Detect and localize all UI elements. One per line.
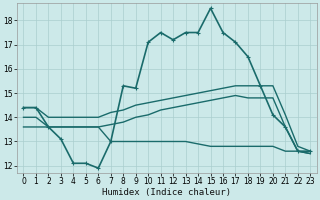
X-axis label: Humidex (Indice chaleur): Humidex (Indice chaleur) — [102, 188, 231, 197]
